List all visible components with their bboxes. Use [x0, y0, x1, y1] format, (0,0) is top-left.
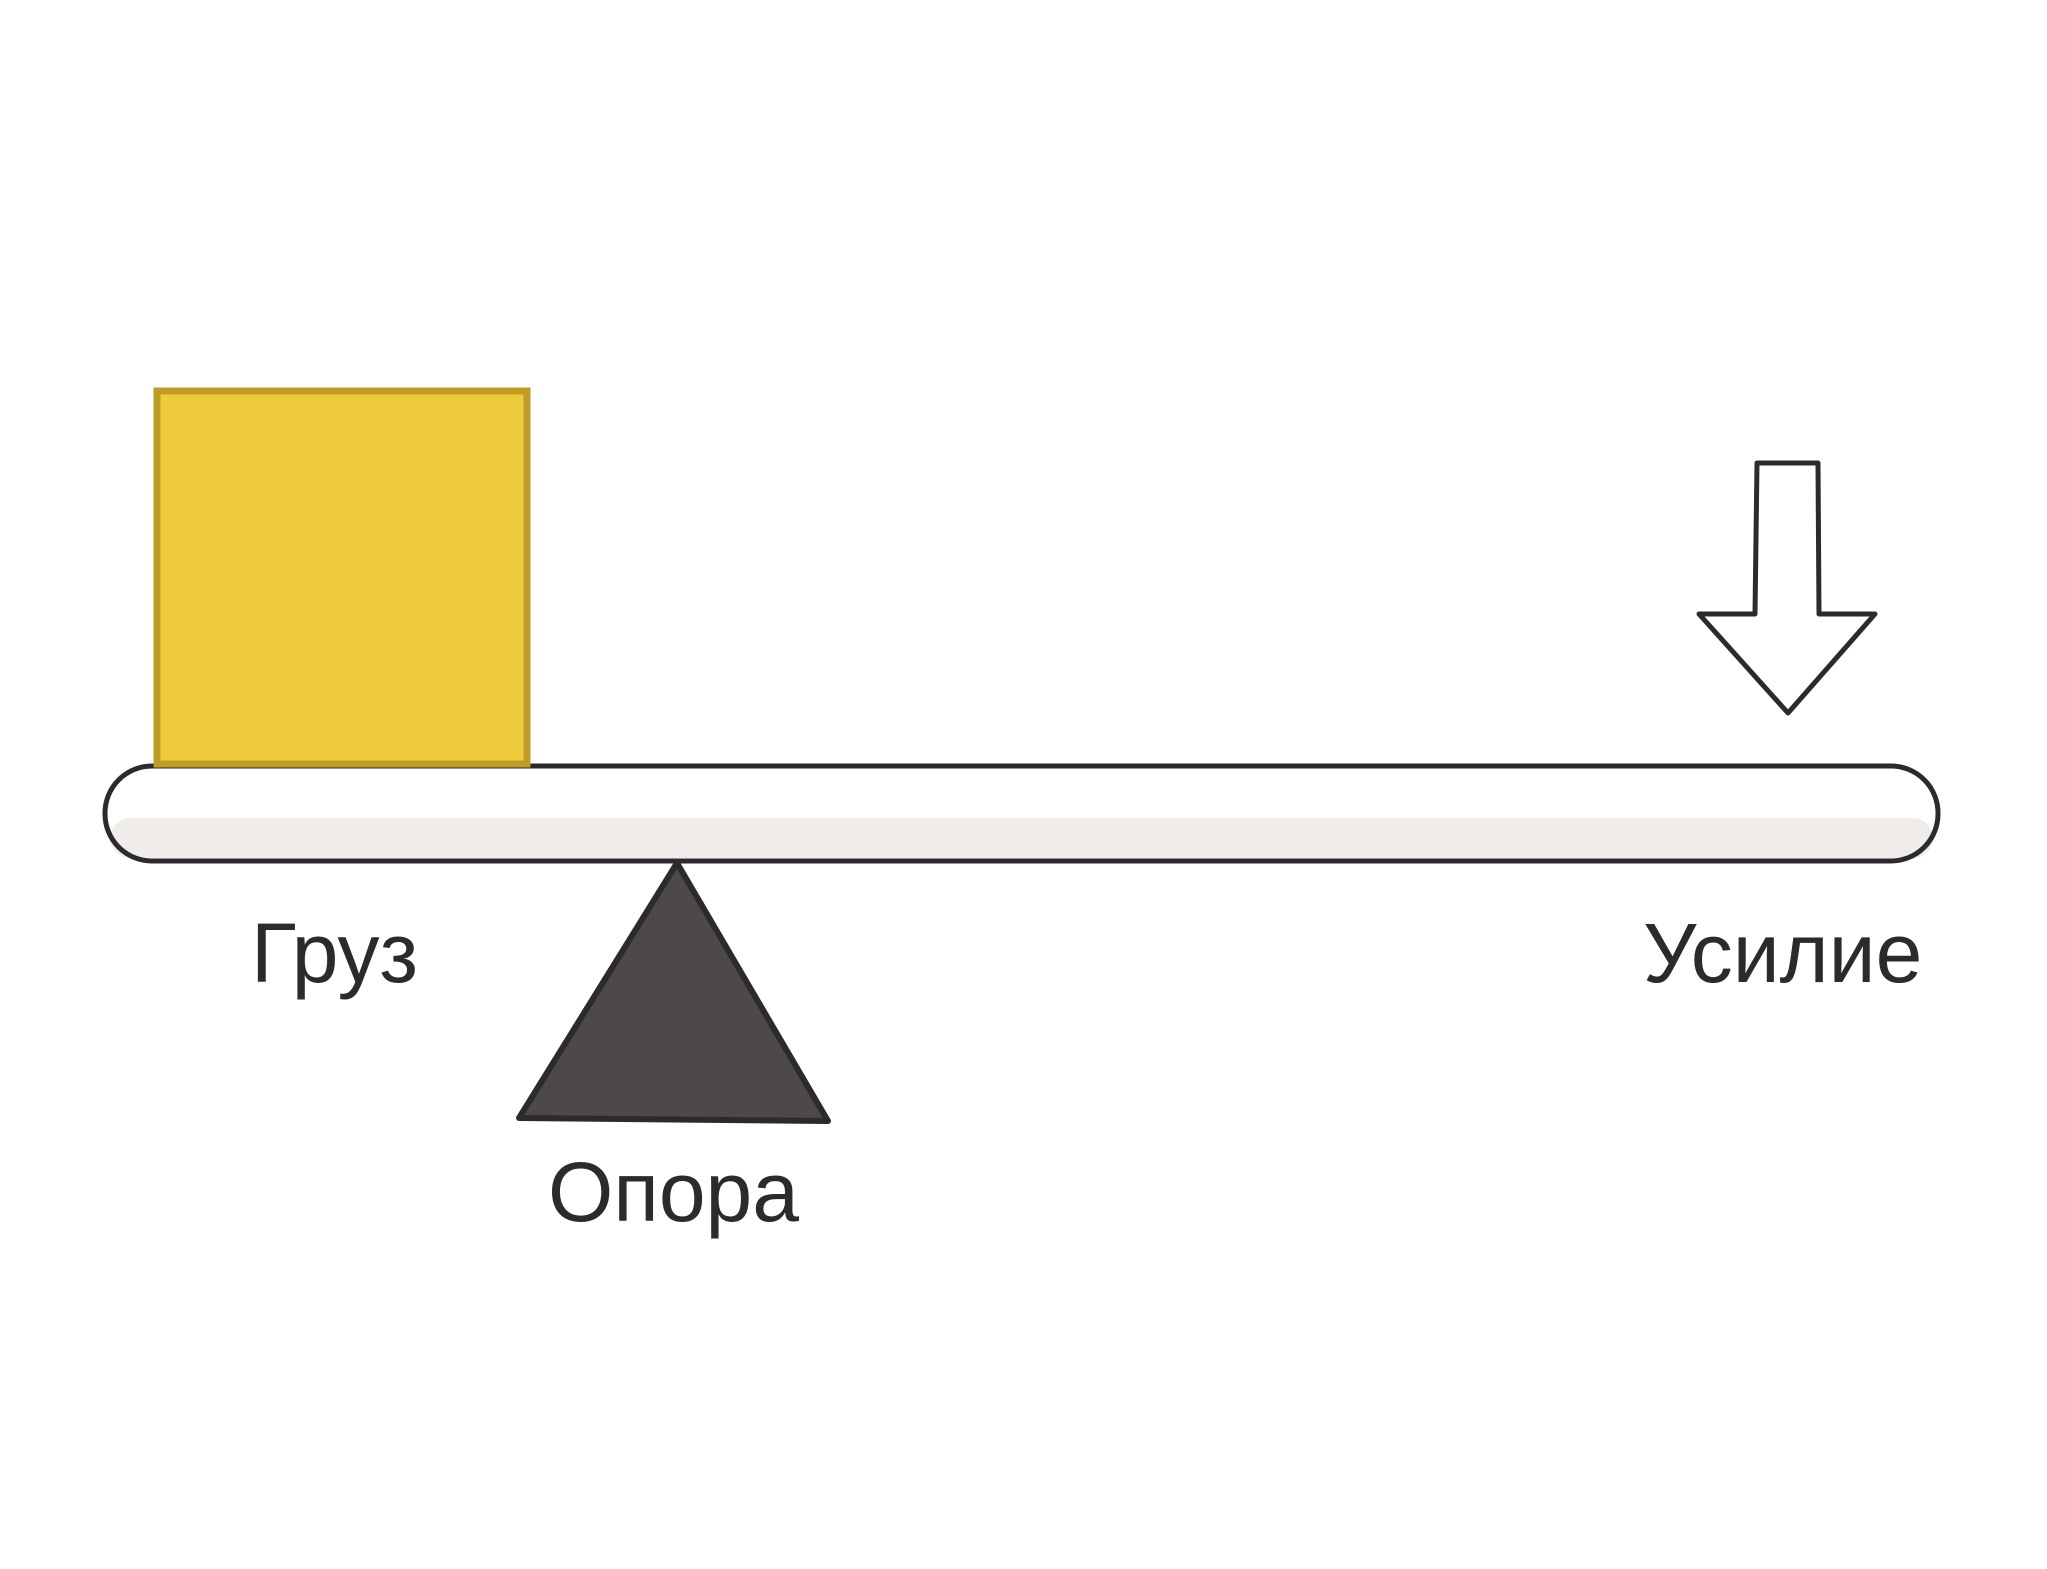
lever-beam-shade — [110, 818, 1933, 858]
square-weight-icon — [153, 387, 531, 768]
triangle-fulcrum-icon — [516, 860, 831, 1124]
lever-beam-outline — [102, 763, 1941, 864]
fulcrum-label: Опора — [548, 1145, 799, 1239]
down-arrow-icon — [1696, 460, 1878, 716]
load-label: Груз — [251, 906, 418, 1000]
effort-label: Усилие — [1643, 906, 1922, 1000]
lever-beam — [102, 763, 1941, 864]
